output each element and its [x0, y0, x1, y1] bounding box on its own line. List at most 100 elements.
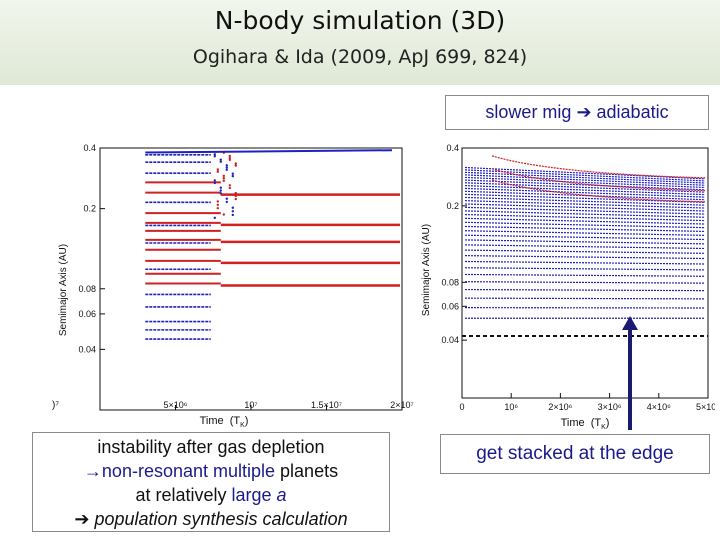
right-x-tick-label: 5×10⁶ [696, 402, 715, 412]
left-y-tick-label: 0.2 [83, 204, 96, 214]
left-plot-frame [99, 147, 403, 411]
left-scatter-point [219, 186, 222, 189]
left-scatter-point [234, 162, 237, 165]
right-blue-track [464, 196, 706, 206]
right-blue-track [464, 221, 706, 229]
left-y-tick-label: 0.4 [83, 143, 96, 153]
left-ylabel: Semimajor Axis (AU) [58, 244, 69, 336]
left-scatter-point [216, 200, 219, 203]
right-blue-track [464, 273, 706, 277]
left-scatter-point [213, 181, 216, 185]
left-scatter-point [234, 194, 237, 198]
left-scatter-point [213, 179, 216, 182]
left-scatter-point [219, 158, 222, 161]
right-blue-track [464, 255, 706, 260]
left-scatter-point [231, 174, 234, 178]
right-blue-track [464, 217, 706, 225]
left-scatter-point [234, 197, 237, 201]
left-xlabel: Time (TK) [200, 415, 249, 429]
left-scatter-point [216, 168, 219, 171]
right-y-tick-label: 0.06 [441, 301, 459, 311]
right-blue-track [464, 166, 706, 180]
left-scatter-point [213, 155, 216, 158]
slide-subtitle: Ogihara & Ida (2009, ApJ 699, 824) [192, 46, 528, 68]
stack-arrow-head [622, 316, 638, 330]
right-blue-track [464, 288, 706, 292]
right-blue-track [464, 176, 706, 189]
right-red-track [491, 179, 706, 203]
slower-migration-box: slower mig ➔ adiabatic [445, 95, 709, 130]
left-scatter-point [213, 153, 216, 156]
right-blue-track [464, 234, 706, 241]
left-scatter-point [231, 213, 234, 217]
right-blue-track [464, 213, 706, 222]
right-blue-track [464, 297, 706, 300]
left-scatter-point [234, 164, 237, 167]
left-scatter-point [222, 177, 225, 180]
right-y-tick-label: 0.04 [441, 335, 459, 345]
right-xlabel: Time (TK) [561, 417, 610, 430]
right-blue-track [464, 210, 706, 218]
right-blue-track [464, 230, 706, 236]
left-x-partial-tick: )⁷ [52, 400, 59, 411]
right-blue-track [464, 260, 706, 265]
left-scatter-point [225, 168, 228, 171]
right-plot-frame [461, 147, 709, 399]
right-blue-track [464, 171, 706, 184]
right-red-track [491, 168, 706, 192]
left-scatter-point [219, 189, 222, 192]
right-x-tick-label: 4×10⁶ [647, 402, 671, 412]
right-x-tick-label: 10⁶ [504, 402, 518, 412]
left-scatter-point [228, 156, 231, 160]
left-scatter-point [231, 206, 234, 209]
right-blue-track [464, 200, 706, 209]
left-scatter-point [225, 166, 228, 169]
instability-line3: at relatively large a [135, 485, 287, 505]
left-scatter-point [225, 200, 228, 204]
right-red-track [491, 155, 706, 179]
left-scatter-point [222, 174, 225, 178]
instability-line2: →non-resonant multiple planets [83, 461, 339, 481]
right-y-tick-label: 0.2 [446, 201, 459, 211]
right-blue-track [464, 267, 706, 271]
right-ylabel: Semimajor Axis (AU) [421, 224, 432, 316]
right-blue-track [464, 187, 706, 198]
left-scatter-point [225, 197, 228, 200]
right-x-tick-label: 3×10⁶ [598, 402, 622, 412]
left-blue-top-track [145, 149, 393, 154]
right-y-tick-label: 0.4 [446, 143, 459, 153]
left-scatter-point [225, 164, 228, 167]
right-blue-track [464, 244, 706, 250]
left-scatter-point [228, 158, 231, 162]
left-scatter-point [231, 172, 234, 175]
left-scatter-point [234, 191, 237, 195]
right-blue-track [464, 281, 706, 284]
slide-title: N-body simulation (3D) [214, 6, 506, 35]
left-scatter-point [228, 154, 231, 158]
left-y-tick-label: 0.08 [78, 284, 96, 294]
right-blue-track [464, 206, 706, 215]
instability-line4: ➔ population synthesis calculation [74, 509, 348, 529]
left-scatter-point [216, 206, 219, 210]
left-y-tick-label: 0.06 [78, 309, 96, 319]
left-scatter-point [213, 216, 216, 220]
stacked-edge-box: get stacked at the edge [440, 434, 710, 474]
left-scatter-point [216, 203, 219, 206]
right-y-tick-label: 0.08 [441, 277, 459, 287]
left-scatter-point [222, 179, 225, 182]
left-y-tick-label: 0.04 [78, 344, 96, 354]
right-blue-track [464, 193, 706, 204]
right-x-tick-label: 2×10⁶ [548, 402, 572, 412]
left-scatter-point [228, 186, 231, 190]
right-blue-track [464, 182, 706, 193]
right-plot: Semimajor Axis (AU) 0.4 0.2 0.08 0.06 0.04 0… [421, 143, 715, 430]
instability-box: instability after gas depletion →non-res… [32, 432, 390, 532]
right-blue-track [464, 239, 706, 245]
left-scatter-point [228, 184, 231, 187]
right-x-tick-label: 0 [459, 402, 464, 412]
right-blue-track [464, 179, 706, 191]
right-blue-track [464, 184, 706, 196]
right-blue-track [464, 174, 706, 186]
left-scatter-point [222, 213, 225, 216]
instability-line1: instability after gas depletion [97, 437, 325, 457]
